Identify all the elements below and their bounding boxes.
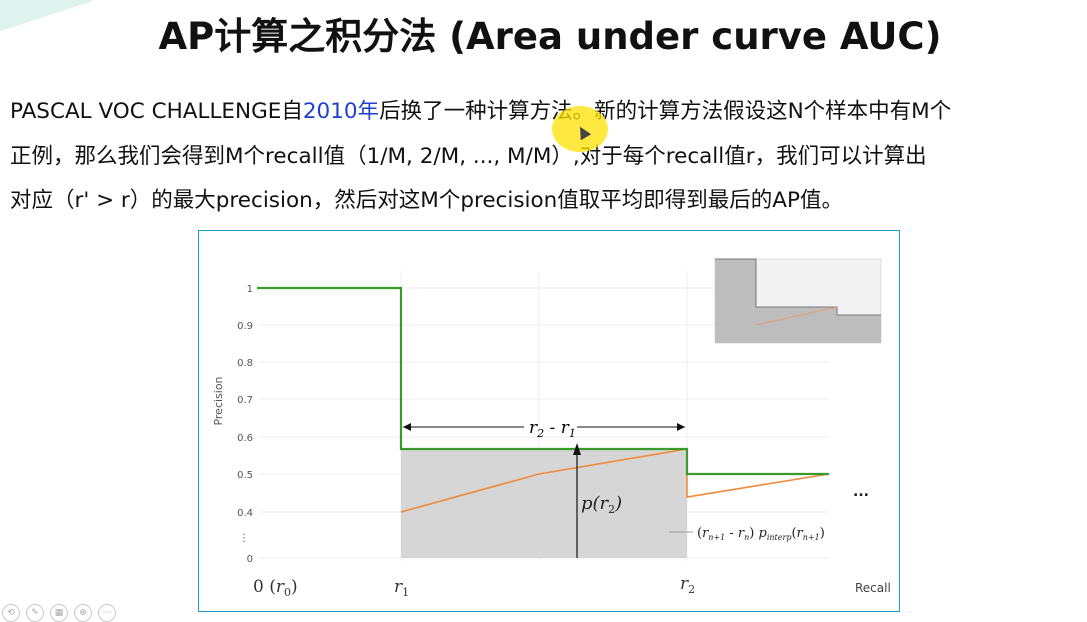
inset-thumbnail: [714, 258, 882, 344]
y-tick: 0.4: [237, 508, 253, 519]
highlight-year: 2010年: [302, 99, 380, 124]
x-axis-label: Recall: [855, 581, 891, 595]
auc-area: [401, 449, 687, 558]
x-label-r1: r1: [394, 577, 409, 599]
slide-title: AP计算之积分法 (Area under curve AUC): [158, 15, 942, 58]
grid-icon[interactable]: ▦: [50, 604, 68, 622]
paragraph-line-1: PASCAL VOC CHALLENGE自2010年后换了一种计算方法。新的计算…: [10, 90, 1080, 135]
undo-icon[interactable]: ⟲: [2, 604, 20, 622]
more-icon[interactable]: ⋯: [98, 604, 116, 622]
auc-chart: r2 - r1 1 0.9 0.8 0.7 0.6 0.5 0.4 ⋮ 0 Pr…: [212, 258, 891, 599]
span-label: r2 - r1: [529, 418, 576, 440]
y-tick: 0.7: [237, 395, 253, 406]
interpolated-precision-line: [257, 286, 829, 476]
slide-paragraph: PASCAL VOC CHALLENGE自2010年后换了一种计算方法。新的计算…: [10, 90, 1080, 224]
x-label-r0: 0 (r0): [253, 577, 298, 599]
paragraph-line-3: 对应（r' > r）的最大precision，然后对这M个precision值取…: [10, 188, 843, 213]
figure-frame: r2 - r1 1 0.9 0.8 0.7 0.6 0.5 0.4 ⋮ 0 Pr…: [198, 230, 900, 612]
span-arrowhead-left: [403, 423, 411, 431]
y-tick: 0: [247, 554, 253, 565]
zoom-icon[interactable]: ⊕: [74, 604, 92, 622]
paragraph-text: PASCAL VOC CHALLENGE自: [10, 99, 303, 124]
y-tick: ⋮: [239, 533, 249, 544]
x-label-r2: r2: [680, 574, 695, 596]
bottom-toolbar: ⟲ ✎ ▦ ⊕ ⋯: [0, 604, 142, 622]
formula-annotation: (rn+1 - rn) pinterp(rn+1): [697, 526, 825, 542]
y-tick: 0.8: [237, 358, 253, 369]
p-r2-arrowhead: [573, 443, 581, 455]
pen-icon[interactable]: ✎: [26, 604, 44, 622]
y-tick: 0.5: [237, 470, 253, 481]
cursor-highlight: [552, 106, 608, 152]
y-axis-label: Precision: [212, 376, 225, 425]
span-arrowhead-right: [677, 423, 685, 431]
y-tick: 1: [247, 284, 253, 295]
p-r2-label: p(r2): [581, 493, 622, 516]
paragraph-line-2: 正例，那么我们会得到M个recall值（1/M, 2/M, ..., M/M）,…: [10, 143, 927, 169]
ellipsis: ...: [853, 484, 869, 500]
y-tick: 0.6: [237, 433, 253, 444]
paragraph-text: 后换了一种计算方法。新的计算方法假设这N个样本中有M个: [379, 99, 952, 124]
y-tick-labels: 1 0.9 0.8 0.7 0.6 0.5 0.4 ⋮ 0: [237, 284, 253, 565]
y-tick: 0.9: [237, 321, 253, 332]
